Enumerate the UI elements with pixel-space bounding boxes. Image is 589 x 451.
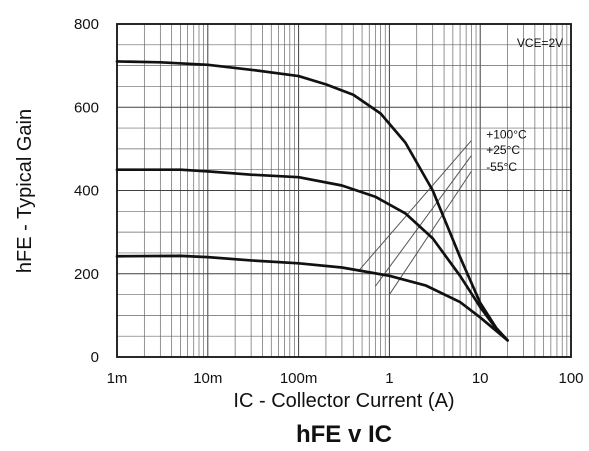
x-tick-labels: 1m 10m 100m 1 10 100 <box>107 370 584 387</box>
series-line-2 <box>115 168 509 342</box>
series-line-3 <box>115 254 509 342</box>
series-line-1 <box>115 60 509 342</box>
chart-title: hFE v IC <box>296 421 392 448</box>
y-tick-label-3: 400 <box>74 183 99 200</box>
plot-frame <box>116 23 572 358</box>
y-tick-labels: 0 200 400 600 800 <box>74 16 99 366</box>
x-tick-label-6: 100 <box>558 370 583 387</box>
x-tick-label-3: 100m <box>280 370 318 387</box>
x-tick-label-5: 10 <box>472 370 489 387</box>
series-annotation-1: +100°C <box>486 127 527 141</box>
y-axis-label: hFE - Typical Gain <box>14 109 36 273</box>
condition-label: VCE=2V <box>517 36 563 50</box>
y-tick-label-5: 800 <box>74 16 99 33</box>
annotation-leader-line-1 <box>357 140 472 272</box>
x-axis-label: IC - Collector Current (A) <box>233 390 454 412</box>
y-tick-label-4: 600 <box>74 99 99 116</box>
series-annotation-2: +25°C <box>486 143 520 157</box>
series-annotation-3: -55°C <box>486 160 517 174</box>
annotation-leader-lines <box>357 140 472 295</box>
y-tick-label-2: 200 <box>74 266 99 283</box>
x-tick-label-2: 10m <box>193 370 222 387</box>
x-tick-label-4: 1 <box>385 370 393 387</box>
series-annotations: +100°C +25°C -55°C <box>486 127 527 173</box>
grid-lines <box>116 23 571 358</box>
series-lines <box>115 60 509 342</box>
y-tick-label-1: 0 <box>91 349 99 366</box>
annotation-leader-line-3 <box>388 171 472 295</box>
annotation-leader-line-2 <box>374 155 472 287</box>
x-tick-label-1: 1m <box>107 370 128 387</box>
